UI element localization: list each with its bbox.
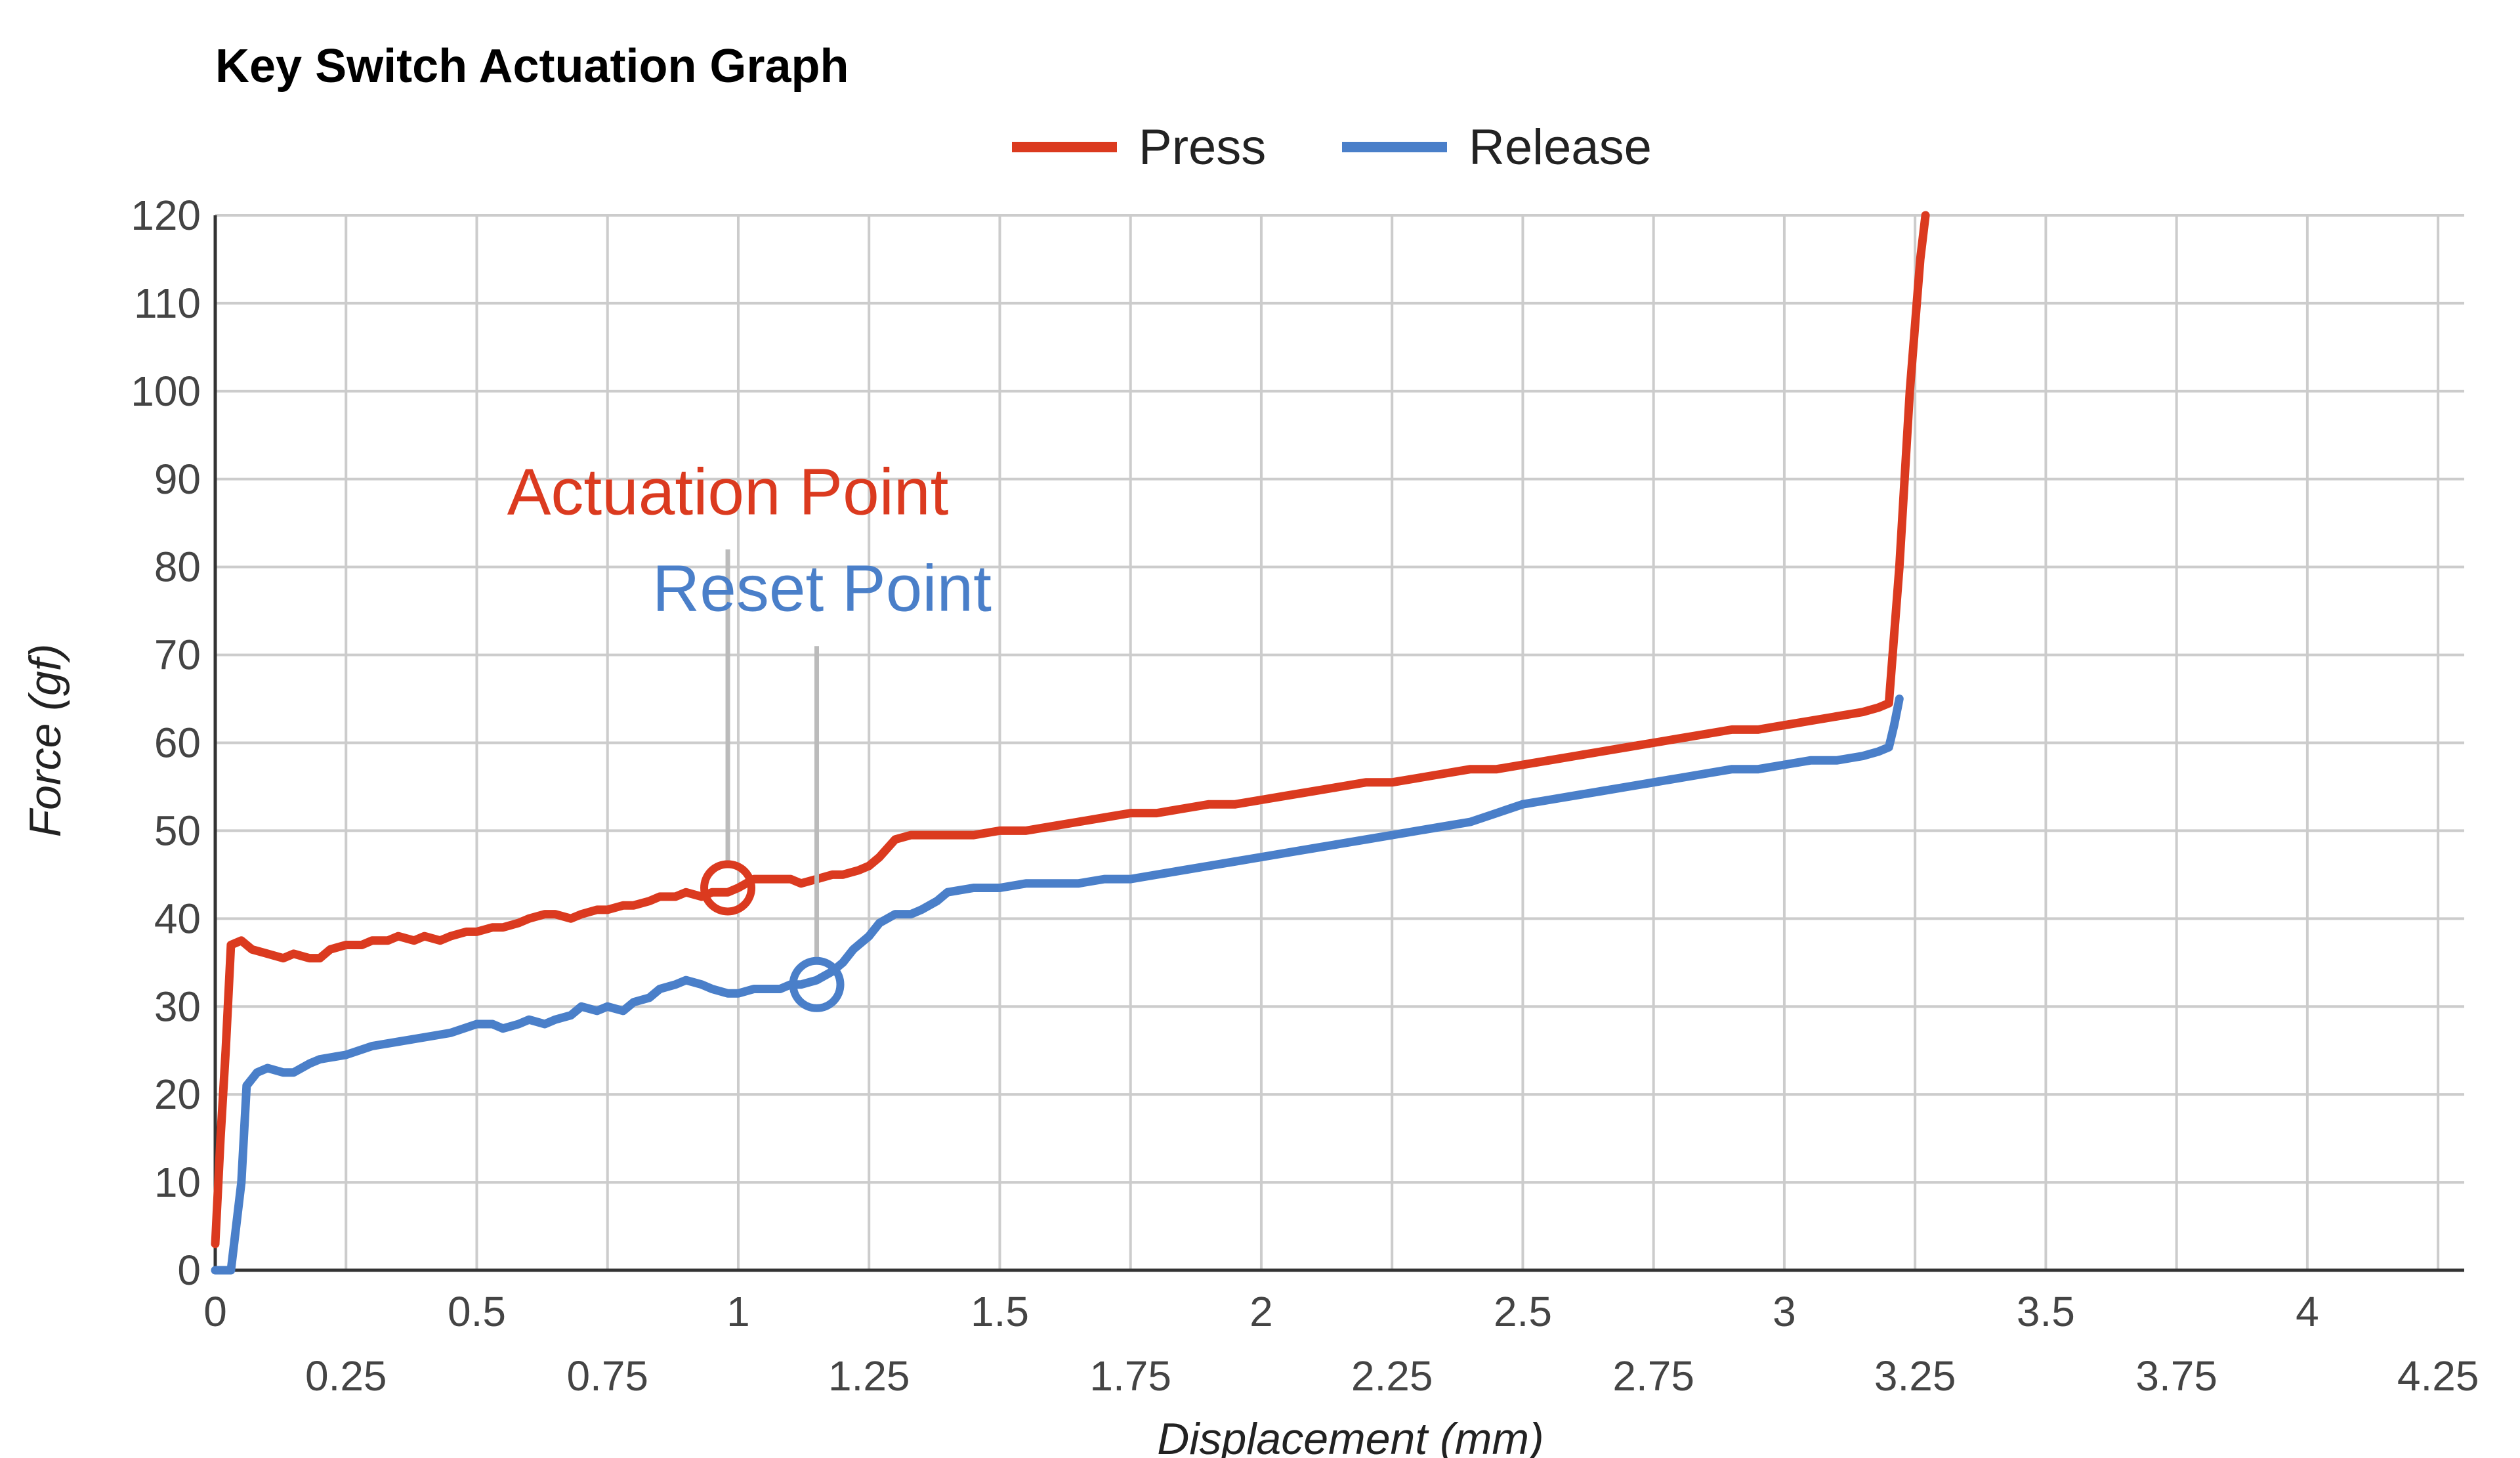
y-tick-label: 80 xyxy=(154,544,201,591)
actuation-point-label: Actuation Point xyxy=(507,455,949,528)
x-tick-label: 3.75 xyxy=(2135,1352,2217,1400)
y-tick-label: 60 xyxy=(154,719,201,767)
x-tick-label: 1.5 xyxy=(971,1288,1029,1335)
y-tick-label: 100 xyxy=(131,368,201,415)
x-tick-label: 0 xyxy=(203,1288,227,1335)
x-tick-label: 2.5 xyxy=(1494,1288,1552,1335)
series-line-press xyxy=(211,211,1930,1249)
y-tick-label: 40 xyxy=(154,895,201,942)
y-tick-label: 20 xyxy=(154,1071,201,1118)
y-tick-label: 10 xyxy=(154,1159,201,1206)
x-tick-label: 2.25 xyxy=(1351,1352,1433,1400)
x-tick-label: 0.25 xyxy=(305,1352,387,1400)
x-tick-label: 4.25 xyxy=(2397,1352,2479,1400)
x-tick-label: 2.75 xyxy=(1612,1352,1694,1400)
y-tick-label: 90 xyxy=(154,456,201,503)
y-tick-label: 120 xyxy=(131,192,201,239)
axes xyxy=(213,215,2464,1272)
y-tick-label: 30 xyxy=(154,983,201,1030)
reset-point-label: Reset Point xyxy=(652,552,992,626)
y-tick-label: 110 xyxy=(134,280,201,327)
y-tick-label: 70 xyxy=(154,632,201,679)
x-tick-label: 1.75 xyxy=(1089,1352,1171,1400)
x-tick-label: 4 xyxy=(2296,1288,2319,1335)
y-axis-title: Force (gf) xyxy=(20,644,70,838)
x-tick-label: 3.5 xyxy=(2017,1288,2075,1335)
x-tick-label: 3 xyxy=(1773,1288,1796,1335)
x-axis-title: Displacement (mm) xyxy=(1157,1414,1544,1458)
tick-labels: 0 10 20 30 40 50 60 70 80 90 100 110 120 0 0.5 1 1.5 2 2.5… xyxy=(131,192,2479,1400)
legend-label-release: Release xyxy=(1469,119,1652,175)
y-tick-label: 50 xyxy=(154,807,201,854)
chart-title: Key Switch Actuation Graph xyxy=(215,40,849,93)
grid-lines xyxy=(215,214,2464,1270)
x-tick-label: 1.25 xyxy=(828,1352,910,1400)
annotations: Actuation Point Reset Point xyxy=(507,455,992,1012)
reset-point-marker xyxy=(789,956,845,1012)
x-tick-label: 3.25 xyxy=(1874,1352,1956,1400)
x-tick-label: 0.5 xyxy=(448,1288,506,1335)
y-tick-label: 0 xyxy=(177,1247,201,1294)
series-line-release xyxy=(211,695,1904,1275)
legend-label-press: Press xyxy=(1139,119,1266,175)
x-tick-label: 0.75 xyxy=(566,1352,648,1400)
legend: Press Release xyxy=(1012,119,1652,175)
series-lines xyxy=(211,211,1930,1275)
actuation-point-marker xyxy=(700,860,756,916)
x-tick-label: 1 xyxy=(726,1288,750,1335)
x-tick-label: 2 xyxy=(1250,1288,1273,1335)
